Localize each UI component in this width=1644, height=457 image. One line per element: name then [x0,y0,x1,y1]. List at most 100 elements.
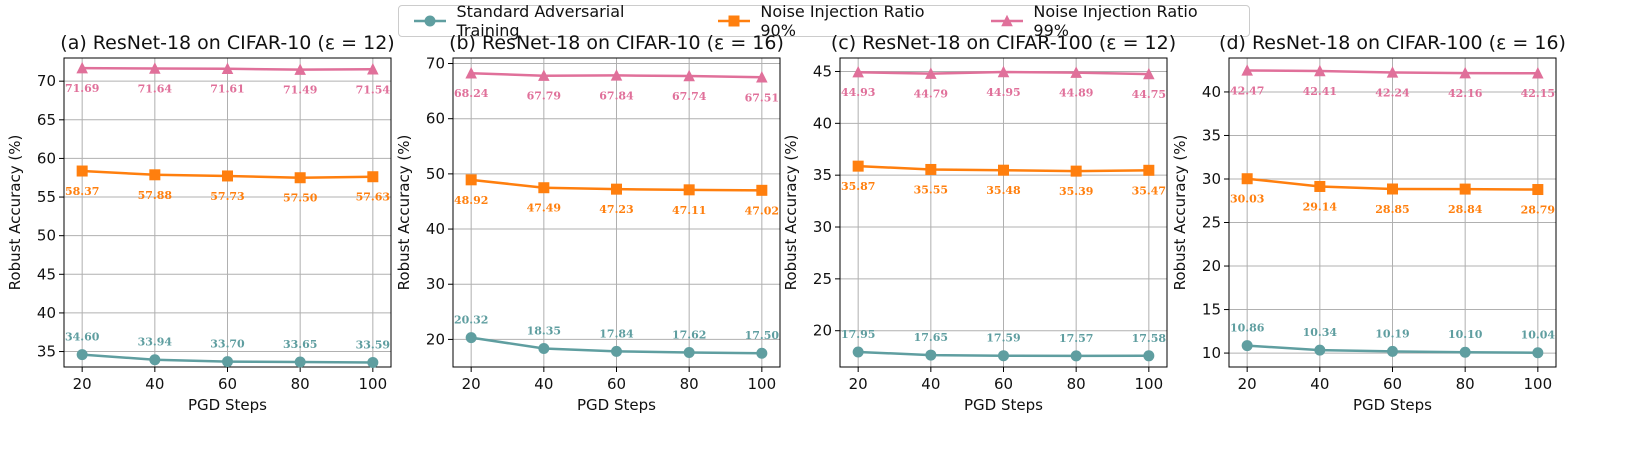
data-label-noise90: 47.11 [672,204,706,217]
x-tick-label: 20 [462,375,481,393]
data-label-noise90: 57.88 [138,189,173,202]
data-label-noise99: 67.79 [527,90,561,103]
x-tick-label: 100 [359,375,388,393]
data-point-noise99 [997,65,1010,78]
legend-marker-noise90 [728,15,740,27]
data-point-noise99 [1459,66,1471,79]
x-axis-label: PGD Steps [964,396,1043,414]
data-label-noise99: 42.15 [1521,87,1555,100]
data-label-standard: 33.65 [283,338,317,351]
data-point-standard [1241,340,1253,352]
legend-swatch-noise90 [717,15,750,27]
data-point-noise99 [1070,66,1082,78]
data-point-noise99 [294,63,306,75]
data-label-noise90: 48.92 [454,194,488,207]
y-tick-label: 25 [813,270,832,288]
data-point-standard [465,332,477,344]
data-point-standard [1070,350,1082,362]
data-label-noise90: 35.47 [1132,184,1166,197]
data-label-noise90: 28.84 [1448,203,1483,216]
y-tick-label: 35 [37,343,56,361]
data-point-noise99 [1314,64,1326,77]
data-point-noise90 [222,170,233,182]
data-label-standard: 17.58 [1132,332,1167,345]
y-tick-label: 40 [37,304,56,322]
data-point-noise90 [538,182,550,194]
chart-title: (c) ResNet-18 on CIFAR-100 (ε = 12) [831,32,1176,54]
data-point-noise99 [367,63,379,75]
data-label-noise99: 44.89 [1059,87,1093,100]
x-tick-label: 60 [607,375,626,393]
data-point-noise90 [1387,183,1398,195]
series-standard: 10.86 10.34 10.19 10.10 10.04 [1230,322,1555,359]
data-label-noise90: 35.55 [914,183,948,196]
data-point-standard [76,349,88,361]
data-label-standard: 33.70 [210,338,245,351]
data-label-noise90: 35.87 [841,180,875,193]
y-tick-label: 70 [37,72,56,90]
data-point-standard [222,356,233,368]
data-point-noise99 [925,67,937,79]
x-tick-label: 20 [849,375,868,393]
data-point-noise99 [538,69,550,81]
data-point-standard [756,347,768,359]
data-point-noise99 [1143,67,1155,80]
data-label-standard: 17.50 [745,329,780,342]
data-point-standard [294,356,306,368]
data-point-noise90 [294,172,306,184]
y-tick-label: 65 [37,111,56,129]
y-tick-label: 60 [37,149,56,167]
data-point-noise90 [1532,184,1544,196]
data-label-noise99: 71.64 [138,83,173,96]
data-label-noise90: 47.23 [599,203,633,216]
data-point-noise99 [683,69,695,82]
legend-label-standard: Standard Adversarial Training [456,2,625,40]
x-tick-label: 20 [1238,375,1257,393]
y-tick-label: 70 [426,55,445,73]
data-point-noise90 [1241,173,1253,185]
x-axis-label: PGD Steps [1353,396,1432,414]
data-label-noise99: 71.49 [283,84,317,97]
data-label-noise90: 35.48 [986,184,1021,197]
data-point-noise90 [1070,165,1082,177]
data-label-noise99: 44.95 [986,86,1020,99]
data-label-noise90: 57.50 [283,192,318,205]
data-label-noise99: 42.47 [1230,84,1264,97]
data-point-standard [1459,346,1471,358]
legend-label-noise90: Noise Injection Ratio 90% [760,2,925,40]
data-label-standard: 34.60 [65,331,100,344]
data-label-standard: 17.65 [914,331,948,344]
data-point-noise90 [925,163,937,175]
data-point-noise99 [756,71,768,83]
data-label-standard: 17.59 [986,332,1020,345]
series-standard: 20.32 18.35 17.84 17.62 17.50 [454,314,779,359]
x-tick-label: 40 [921,375,940,393]
data-label-standard: 33.94 [138,336,173,349]
data-point-noise90 [756,184,768,196]
y-tick-label: 30 [426,275,445,293]
data-label-standard: 10.34 [1303,326,1338,339]
data-point-noise99 [1532,67,1544,79]
data-point-noise99 [1241,64,1253,76]
series-noise90: 35.87 35.55 35.48 35.39 35.47 [841,160,1166,198]
y-tick-label: 20 [1202,257,1221,275]
data-label-noise99: 71.54 [356,83,391,96]
series-standard: 34.60 33.94 33.70 33.65 33.59 [65,331,390,368]
y-tick-label: 40 [813,114,832,132]
y-tick-label: 50 [426,165,445,183]
series-noise99: 44.93 44.79 44.95 44.89 44.75 [841,65,1166,101]
y-tick-label: 10 [1202,344,1221,362]
x-tick-label: 60 [1383,375,1402,393]
data-point-noise90 [465,174,477,186]
data-label-standard: 10.10 [1448,328,1483,341]
data-label-noise90: 35.39 [1059,185,1093,198]
x-tick-label: 60 [218,375,237,393]
data-label-noise99: 42.41 [1303,85,1337,98]
y-axis-label: Robust Accuracy (%) [395,135,413,291]
y-tick-label: 20 [813,322,832,340]
data-label-noise99: 67.74 [672,90,707,103]
data-point-standard [683,347,695,359]
y-tick-label: 50 [37,227,56,245]
data-point-standard [925,349,937,361]
data-label-noise99: 71.61 [210,83,244,96]
